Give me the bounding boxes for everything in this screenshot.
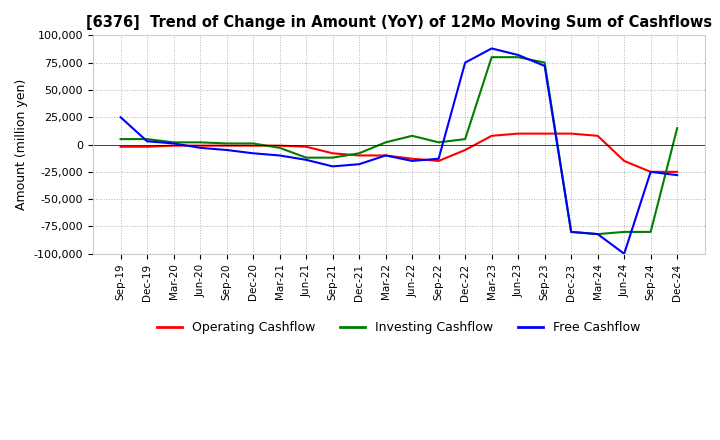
Operating Cashflow <box>355 153 364 158</box>
Investing Cashflow <box>620 229 629 235</box>
Free Cashflow <box>328 164 337 169</box>
Operating Cashflow <box>593 133 602 139</box>
Free Cashflow <box>143 139 151 144</box>
Operating Cashflow <box>620 158 629 164</box>
Legend: Operating Cashflow, Investing Cashflow, Free Cashflow: Operating Cashflow, Investing Cashflow, … <box>152 316 646 339</box>
Free Cashflow <box>169 141 178 146</box>
Investing Cashflow <box>461 136 469 142</box>
Operating Cashflow <box>143 144 151 149</box>
Free Cashflow <box>355 161 364 167</box>
Investing Cashflow <box>434 140 443 145</box>
Operating Cashflow <box>647 169 655 175</box>
Investing Cashflow <box>169 140 178 145</box>
Investing Cashflow <box>328 155 337 160</box>
Free Cashflow <box>673 172 682 178</box>
Free Cashflow <box>434 156 443 161</box>
Free Cashflow <box>487 46 496 51</box>
Free Cashflow <box>567 229 575 235</box>
Investing Cashflow <box>540 60 549 65</box>
Y-axis label: Amount (million yen): Amount (million yen) <box>15 79 28 210</box>
Investing Cashflow <box>355 150 364 156</box>
Investing Cashflow <box>487 55 496 60</box>
Free Cashflow <box>302 157 310 162</box>
Free Cashflow <box>514 52 523 58</box>
Operating Cashflow <box>434 158 443 164</box>
Operating Cashflow <box>328 150 337 156</box>
Operating Cashflow <box>169 143 178 148</box>
Operating Cashflow <box>514 131 523 136</box>
Operating Cashflow <box>249 143 258 148</box>
Investing Cashflow <box>249 141 258 146</box>
Operating Cashflow <box>382 153 390 158</box>
Free Cashflow <box>647 169 655 175</box>
Operating Cashflow <box>117 144 125 149</box>
Operating Cashflow <box>222 143 231 148</box>
Investing Cashflow <box>222 141 231 146</box>
Operating Cashflow <box>567 131 575 136</box>
Line: Free Cashflow: Free Cashflow <box>121 48 678 254</box>
Investing Cashflow <box>382 140 390 145</box>
Free Cashflow <box>461 60 469 65</box>
Investing Cashflow <box>143 136 151 142</box>
Line: Investing Cashflow: Investing Cashflow <box>121 57 678 234</box>
Operating Cashflow <box>673 169 682 175</box>
Operating Cashflow <box>196 143 204 148</box>
Operating Cashflow <box>487 133 496 139</box>
Title: [6376]  Trend of Change in Amount (YoY) of 12Mo Moving Sum of Cashflows: [6376] Trend of Change in Amount (YoY) o… <box>86 15 712 30</box>
Investing Cashflow <box>673 125 682 131</box>
Investing Cashflow <box>196 140 204 145</box>
Investing Cashflow <box>514 55 523 60</box>
Free Cashflow <box>196 145 204 150</box>
Free Cashflow <box>117 114 125 120</box>
Operating Cashflow <box>275 143 284 148</box>
Free Cashflow <box>249 150 258 156</box>
Free Cashflow <box>593 231 602 237</box>
Free Cashflow <box>620 251 629 257</box>
Investing Cashflow <box>567 229 575 235</box>
Investing Cashflow <box>302 155 310 160</box>
Free Cashflow <box>275 153 284 158</box>
Investing Cashflow <box>647 229 655 235</box>
Free Cashflow <box>540 63 549 69</box>
Free Cashflow <box>222 147 231 153</box>
Investing Cashflow <box>275 145 284 150</box>
Operating Cashflow <box>408 156 416 161</box>
Line: Operating Cashflow: Operating Cashflow <box>121 134 678 172</box>
Operating Cashflow <box>540 131 549 136</box>
Free Cashflow <box>408 158 416 164</box>
Free Cashflow <box>382 153 390 158</box>
Investing Cashflow <box>117 136 125 142</box>
Operating Cashflow <box>302 144 310 149</box>
Investing Cashflow <box>593 231 602 237</box>
Investing Cashflow <box>408 133 416 139</box>
Operating Cashflow <box>461 147 469 153</box>
